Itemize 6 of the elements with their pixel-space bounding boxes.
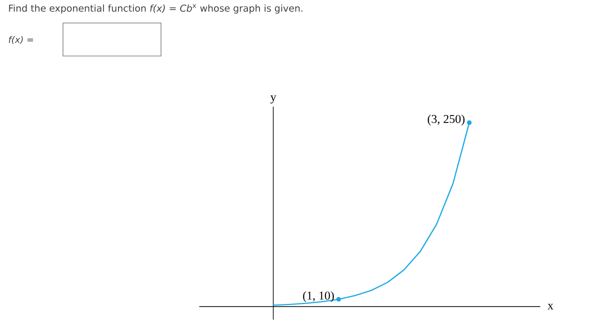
text: y: [270, 95, 276, 104]
text: x: [548, 304, 554, 310]
text: f(x) =: [8, 36, 34, 44]
data-label: (1, 10): [303, 291, 334, 302]
data-label: (3, 250): [428, 114, 465, 126]
text: Find the exponential function f(x) = Cb$^{x}$ whose graph is given.: [9, 4, 302, 14]
